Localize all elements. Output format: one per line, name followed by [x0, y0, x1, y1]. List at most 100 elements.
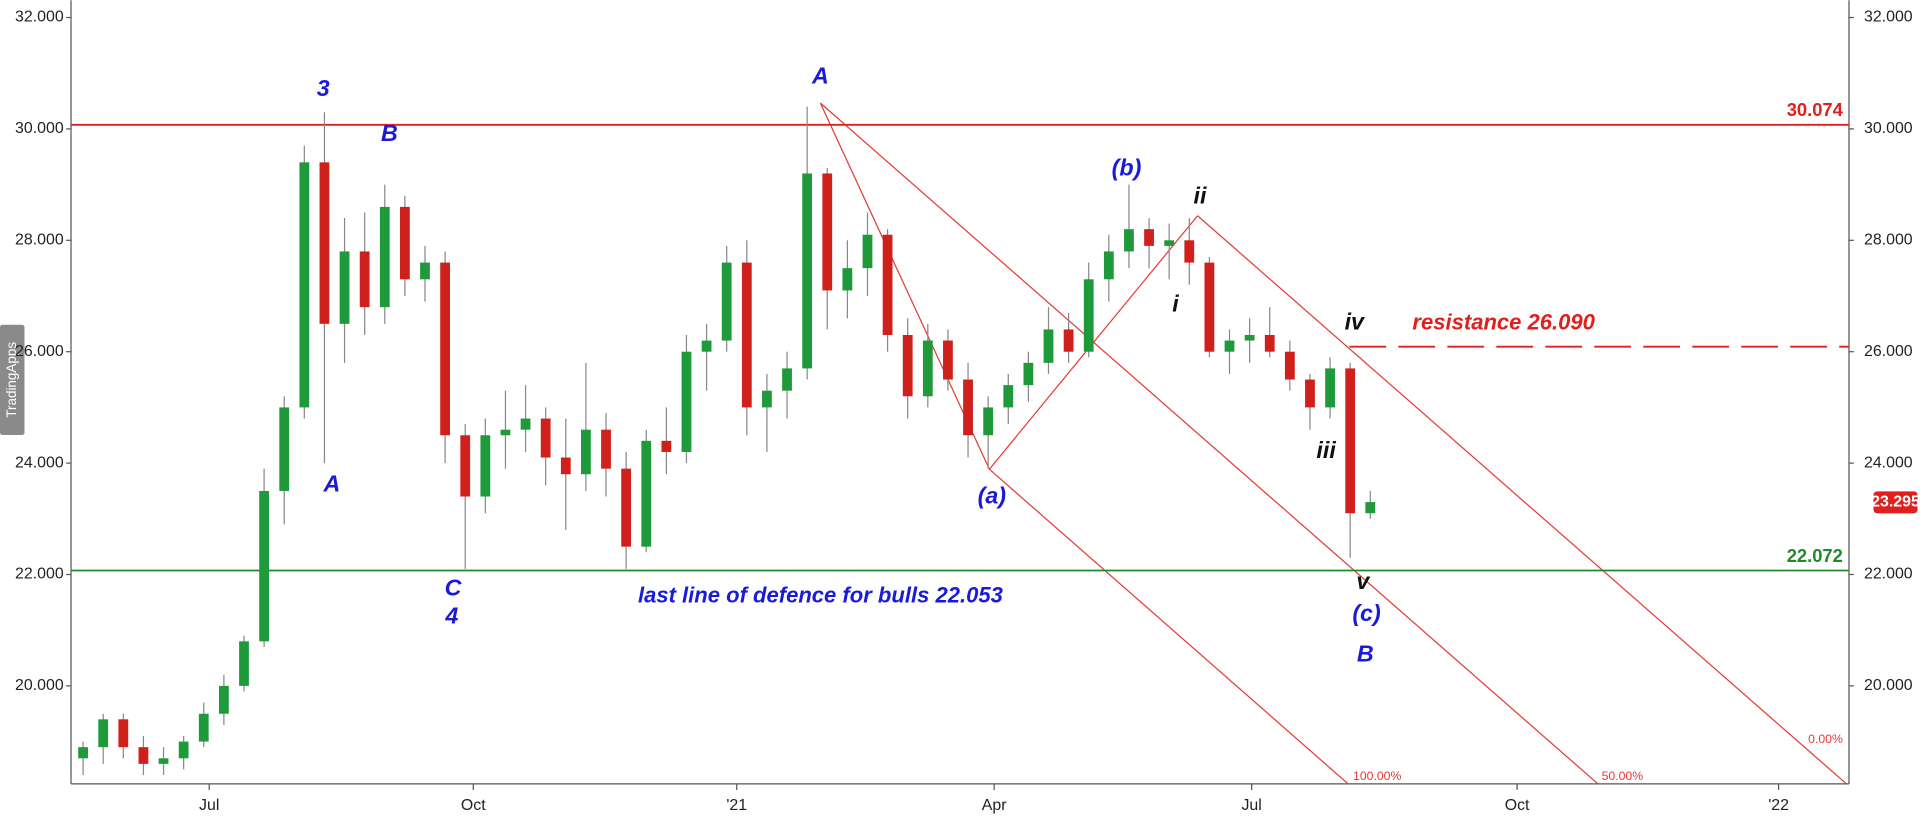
candle-body: [862, 234, 873, 269]
candle-body: [279, 407, 290, 491]
candle-body: [1124, 229, 1134, 252]
candle-body: [1023, 362, 1034, 386]
candle-body: [1264, 334, 1275, 352]
channel-line: [820, 102, 1599, 785]
candle-body: [1063, 329, 1074, 352]
candle-body: [1305, 379, 1315, 408]
candle-body: [339, 251, 350, 324]
wave-label: 4: [444, 603, 458, 629]
candle-body: [782, 368, 792, 391]
y-tick-label-right: 30.000: [1864, 120, 1913, 137]
candle-body: [399, 206, 410, 280]
candle-body: [721, 262, 732, 341]
x-tick-label: Jul: [199, 797, 219, 814]
candle-body: [540, 418, 551, 458]
wave-label: iii: [1316, 437, 1336, 463]
wave-label: (c): [1352, 600, 1381, 626]
last-price-label: 23.295: [1871, 494, 1920, 511]
x-tick-label: Jul: [1241, 797, 1261, 814]
candle-body: [138, 747, 149, 764]
candle-body: [1325, 368, 1335, 408]
candle-body: [1224, 340, 1235, 352]
candle-body: [1003, 385, 1014, 408]
candle-body: [822, 173, 833, 291]
candle-body: [500, 429, 511, 436]
resistance-value: 30.074: [1787, 99, 1844, 120]
wave-label: B: [1357, 640, 1374, 666]
candle-body: [198, 713, 209, 742]
y-tick-label-right: 28.000: [1864, 232, 1913, 249]
candle-body: [218, 685, 229, 714]
candle-body: [118, 719, 129, 748]
fib-label: 50.00%: [1602, 769, 1644, 783]
candle-body: [943, 340, 953, 380]
candle-body: [379, 206, 390, 308]
y-tick-label: 26.000: [15, 343, 64, 360]
wave-label: iv: [1345, 309, 1365, 335]
candle-body: [1184, 240, 1195, 263]
y-tick-label: 22.000: [15, 566, 64, 583]
candle-body: [1164, 240, 1175, 246]
side-tab[interactable]: [0, 324, 25, 435]
candle-body: [520, 418, 531, 430]
channel-line: [1197, 215, 1847, 785]
y-tick-label: 30.000: [15, 120, 64, 137]
candle-body: [963, 379, 973, 436]
candle-body: [1083, 279, 1094, 352]
candle-body: [762, 390, 772, 408]
x-tick-label: '21: [726, 797, 747, 814]
x-tick-label: Oct: [461, 797, 486, 814]
x-tick-label: Apr: [982, 797, 1007, 814]
candle-body: [1284, 351, 1295, 380]
y-tick-label: 32.000: [15, 9, 64, 26]
candle-body: [78, 747, 88, 759]
candle-body: [1103, 251, 1114, 280]
candle-body: [842, 268, 853, 291]
channel-lines: [819, 102, 1847, 785]
wave-label: A: [811, 63, 829, 89]
wave-label: C: [445, 574, 463, 600]
candle-body: [922, 340, 933, 397]
fib-label: 0.00%: [1808, 732, 1843, 746]
candle-body: [460, 435, 471, 497]
candle-body: [641, 440, 652, 547]
x-tick-label: '22: [1768, 797, 1789, 814]
y-tick-label-right: 22.000: [1864, 566, 1913, 583]
y-tick-label: 24.000: [15, 454, 64, 471]
candle-body: [1365, 502, 1376, 514]
y-tick-label: 28.000: [15, 232, 64, 249]
wave-label: i: [1172, 290, 1179, 316]
candle-body: [1144, 229, 1154, 246]
candle-body: [661, 440, 672, 452]
candle-body: [681, 351, 692, 452]
y-tick-label-right: 32.000: [1864, 9, 1913, 26]
candle-body: [178, 741, 189, 759]
wave-label: B: [381, 120, 398, 146]
candle-body: [259, 490, 269, 642]
candle-body: [1204, 262, 1215, 352]
candle-body: [1043, 329, 1054, 363]
candle-body: [1244, 334, 1255, 341]
candle-body: [902, 334, 913, 397]
wave-label: (a): [978, 483, 1007, 509]
candle-body: [560, 457, 571, 475]
wave-label: A: [322, 470, 340, 496]
channel-line: [988, 468, 1349, 785]
candle-body: [359, 251, 370, 308]
candle-body: [319, 162, 330, 324]
side-tab-label: TradingApps: [4, 342, 19, 418]
candle-body: [601, 429, 611, 469]
candle-body: [420, 262, 430, 280]
channel-line: [819, 102, 990, 470]
wave-label: v: [1356, 568, 1370, 594]
candle-body: [741, 262, 752, 408]
candle-body: [983, 407, 994, 436]
y-tick-label: 20.000: [15, 677, 64, 694]
candle-body: [239, 641, 249, 686]
candle-body: [98, 719, 109, 748]
candle-body: [1345, 368, 1356, 514]
last-price-tag: [1873, 491, 1918, 514]
candle-body: [480, 435, 491, 497]
